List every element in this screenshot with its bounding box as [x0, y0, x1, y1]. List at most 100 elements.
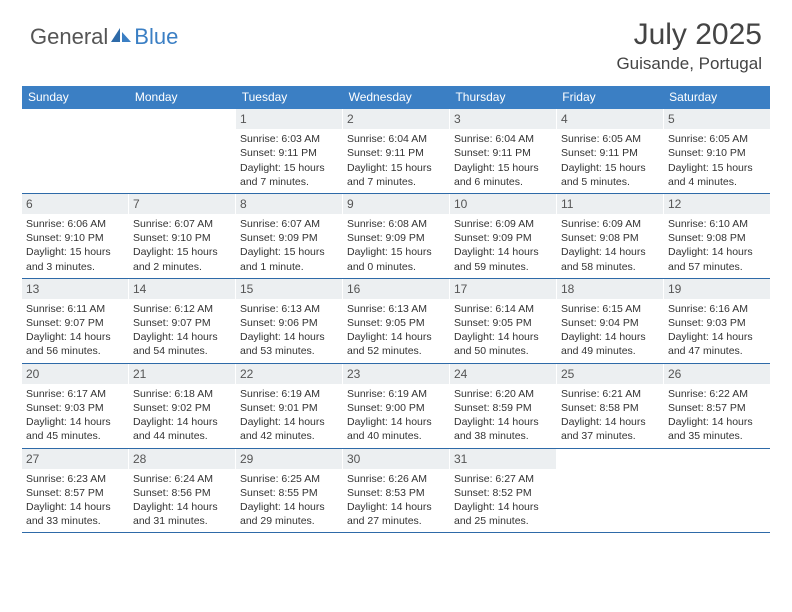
- sunrise-line: Sunrise: 6:16 AM: [668, 302, 766, 316]
- logo-text-blue: Blue: [134, 24, 178, 50]
- day-number: 27: [22, 449, 128, 469]
- daylight-line: Daylight: 14 hours and 47 minutes.: [668, 330, 766, 358]
- day-number: 15: [236, 279, 342, 299]
- sunset-line: Sunset: 9:08 PM: [668, 231, 766, 245]
- daylight-line: Daylight: 14 hours and 25 minutes.: [454, 500, 552, 528]
- sunrise-line: Sunrise: 6:04 AM: [454, 132, 552, 146]
- sunrise-line: Sunrise: 6:12 AM: [133, 302, 231, 316]
- week-row: 13Sunrise: 6:11 AMSunset: 9:07 PMDayligh…: [22, 279, 770, 364]
- day-cell: 18Sunrise: 6:15 AMSunset: 9:04 PMDayligh…: [557, 279, 664, 363]
- title-block: July 2025 Guisande, Portugal: [616, 18, 762, 74]
- day-number: 28: [129, 449, 235, 469]
- day-number: 4: [557, 109, 663, 129]
- daylight-line: Daylight: 14 hours and 33 minutes.: [26, 500, 124, 528]
- sunset-line: Sunset: 9:02 PM: [133, 401, 231, 415]
- sunrise-line: Sunrise: 6:11 AM: [26, 302, 124, 316]
- sunset-line: Sunset: 9:11 PM: [240, 146, 338, 160]
- week-row: 20Sunrise: 6:17 AMSunset: 9:03 PMDayligh…: [22, 364, 770, 449]
- sunrise-line: Sunrise: 6:20 AM: [454, 387, 552, 401]
- day-cell: 7Sunrise: 6:07 AMSunset: 9:10 PMDaylight…: [129, 194, 236, 278]
- sunrise-line: Sunrise: 6:22 AM: [668, 387, 766, 401]
- sunset-line: Sunset: 9:05 PM: [454, 316, 552, 330]
- daylight-line: Daylight: 15 hours and 5 minutes.: [561, 161, 659, 189]
- sunrise-line: Sunrise: 6:14 AM: [454, 302, 552, 316]
- weekday-header: Thursday: [449, 86, 556, 109]
- day-cell: .: [557, 449, 664, 533]
- sunset-line: Sunset: 9:09 PM: [454, 231, 552, 245]
- sunrise-line: Sunrise: 6:17 AM: [26, 387, 124, 401]
- sunset-line: Sunset: 9:11 PM: [561, 146, 659, 160]
- day-cell: 31 Sunrise: 6:27 AMSunset: 8:52 PMDayligh…: [450, 449, 557, 533]
- daylight-line: Daylight: 14 hours and 59 minutes.: [454, 245, 552, 273]
- day-cell: 14Sunrise: 6:12 AMSunset: 9:07 PMDayligh…: [129, 279, 236, 363]
- day-cell: 3Sunrise: 6:04 AMSunset: 9:11 PMDaylight…: [450, 109, 557, 193]
- sunrise-line: Sunrise: 6:05 AM: [668, 132, 766, 146]
- daylight-line: Daylight: 14 hours and 45 minutes.: [26, 415, 124, 443]
- daylight-line: Daylight: 15 hours and 7 minutes.: [347, 161, 445, 189]
- daylight-line: Daylight: 14 hours and 27 minutes.: [347, 500, 445, 528]
- sunset-line: Sunset: 8:52 PM: [454, 486, 552, 500]
- daylight-line: Daylight: 15 hours and 3 minutes.: [26, 245, 124, 273]
- day-number: 22: [236, 364, 342, 384]
- sunrise-line: Sunrise: 6:19 AM: [240, 387, 338, 401]
- sunset-line: Sunset: 8:57 PM: [26, 486, 124, 500]
- sunrise-line: Sunrise: 6:15 AM: [561, 302, 659, 316]
- sunset-line: Sunset: 9:10 PM: [668, 146, 766, 160]
- weekday-header: Saturday: [663, 86, 770, 109]
- day-number: 2: [343, 109, 449, 129]
- sunset-line: Sunset: 9:11 PM: [347, 146, 445, 160]
- day-cell: 23Sunrise: 6:19 AMSunset: 9:00 PMDayligh…: [343, 364, 450, 448]
- daylight-line: Daylight: 14 hours and 58 minutes.: [561, 245, 659, 273]
- day-cell: 9Sunrise: 6:08 AMSunset: 9:09 PMDaylight…: [343, 194, 450, 278]
- daylight-line: Daylight: 14 hours and 37 minutes.: [561, 415, 659, 443]
- sunrise-line: Sunrise: 6:27 AM: [454, 472, 552, 486]
- sunset-line: Sunset: 9:00 PM: [347, 401, 445, 415]
- day-number: 6: [22, 194, 128, 214]
- day-cell: .: [22, 109, 129, 193]
- day-number: 8: [236, 194, 342, 214]
- logo-sails-icon: [109, 26, 133, 49]
- sunrise-line: Sunrise: 6:07 AM: [133, 217, 231, 231]
- day-number: 29: [236, 449, 342, 469]
- sunset-line: Sunset: 9:07 PM: [26, 316, 124, 330]
- daylight-line: Daylight: 15 hours and 6 minutes.: [454, 161, 552, 189]
- day-cell: 11Sunrise: 6:09 AMSunset: 9:08 PMDayligh…: [557, 194, 664, 278]
- day-number: 25: [557, 364, 663, 384]
- weekday-header: Sunday: [22, 86, 129, 109]
- day-cell: 21Sunrise: 6:18 AMSunset: 9:02 PMDayligh…: [129, 364, 236, 448]
- day-cell: 4Sunrise: 6:05 AMSunset: 9:11 PMDaylight…: [557, 109, 664, 193]
- sunrise-line: Sunrise: 6:08 AM: [347, 217, 445, 231]
- day-cell: 29Sunrise: 6:25 AMSunset: 8:55 PMDayligh…: [236, 449, 343, 533]
- sunset-line: Sunset: 8:53 PM: [347, 486, 445, 500]
- day-cell: 15Sunrise: 6:13 AMSunset: 9:06 PMDayligh…: [236, 279, 343, 363]
- day-cell: .: [129, 109, 236, 193]
- daylight-line: Daylight: 15 hours and 4 minutes.: [668, 161, 766, 189]
- weekday-header: Tuesday: [236, 86, 343, 109]
- sunset-line: Sunset: 8:57 PM: [668, 401, 766, 415]
- sunset-line: Sunset: 9:10 PM: [26, 231, 124, 245]
- day-number: 1: [236, 109, 342, 129]
- sunset-line: Sunset: 9:06 PM: [240, 316, 338, 330]
- sunrise-line: Sunrise: 6:23 AM: [26, 472, 124, 486]
- day-cell: 22Sunrise: 6:19 AMSunset: 9:01 PMDayligh…: [236, 364, 343, 448]
- daylight-line: Daylight: 14 hours and 57 minutes.: [668, 245, 766, 273]
- sunset-line: Sunset: 9:08 PM: [561, 231, 659, 245]
- daylight-line: Daylight: 14 hours and 50 minutes.: [454, 330, 552, 358]
- sunrise-line: Sunrise: 6:26 AM: [347, 472, 445, 486]
- weekday-header: Wednesday: [343, 86, 450, 109]
- daylight-line: Daylight: 14 hours and 29 minutes.: [240, 500, 338, 528]
- sunset-line: Sunset: 9:04 PM: [561, 316, 659, 330]
- sunrise-line: Sunrise: 6:21 AM: [561, 387, 659, 401]
- day-number: 9: [343, 194, 449, 214]
- day-number: 11: [557, 194, 663, 214]
- daylight-line: Daylight: 15 hours and 0 minutes.: [347, 245, 445, 273]
- day-number: 10: [450, 194, 556, 214]
- day-number: 14: [129, 279, 235, 299]
- week-row: 27Sunrise: 6:23 AMSunset: 8:57 PMDayligh…: [22, 449, 770, 534]
- day-number: 19: [664, 279, 770, 299]
- day-number: 31: [450, 449, 556, 469]
- day-cell: 5Sunrise: 6:05 AMSunset: 9:10 PMDaylight…: [664, 109, 770, 193]
- daylight-line: Daylight: 14 hours and 31 minutes.: [133, 500, 231, 528]
- sunrise-line: Sunrise: 6:10 AM: [668, 217, 766, 231]
- daylight-line: Daylight: 15 hours and 7 minutes.: [240, 161, 338, 189]
